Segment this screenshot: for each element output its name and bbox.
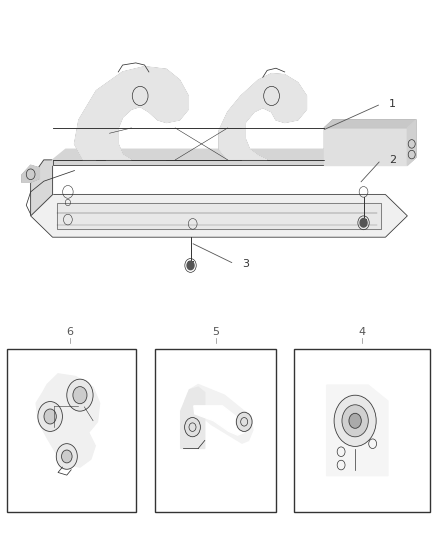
Polygon shape [324, 128, 407, 165]
Circle shape [38, 401, 62, 431]
Circle shape [349, 414, 361, 429]
Circle shape [187, 261, 194, 270]
Polygon shape [219, 74, 307, 160]
Circle shape [334, 395, 376, 447]
Polygon shape [31, 160, 53, 216]
Circle shape [67, 379, 93, 411]
Text: 1: 1 [389, 99, 396, 109]
Text: 5: 5 [212, 327, 219, 337]
Circle shape [237, 412, 252, 431]
Circle shape [360, 219, 367, 227]
Polygon shape [194, 406, 246, 435]
Polygon shape [327, 385, 388, 475]
Bar [155, 349, 276, 512]
Polygon shape [57, 203, 381, 229]
Circle shape [184, 417, 200, 437]
Polygon shape [183, 384, 253, 443]
Polygon shape [407, 120, 416, 165]
Polygon shape [31, 195, 407, 237]
Circle shape [56, 443, 77, 469]
Bar [7, 349, 136, 512]
Bar [294, 349, 430, 512]
Polygon shape [324, 120, 416, 128]
Polygon shape [180, 387, 205, 448]
Polygon shape [36, 374, 99, 467]
Text: 3: 3 [242, 259, 249, 269]
Polygon shape [22, 165, 39, 182]
Circle shape [73, 386, 87, 403]
Text: 2: 2 [389, 155, 396, 165]
Text: 6: 6 [67, 327, 74, 337]
Circle shape [61, 450, 72, 463]
Text: 4: 4 [359, 327, 366, 337]
Polygon shape [74, 67, 188, 160]
Circle shape [342, 405, 368, 437]
Polygon shape [53, 128, 333, 165]
Circle shape [44, 409, 56, 424]
